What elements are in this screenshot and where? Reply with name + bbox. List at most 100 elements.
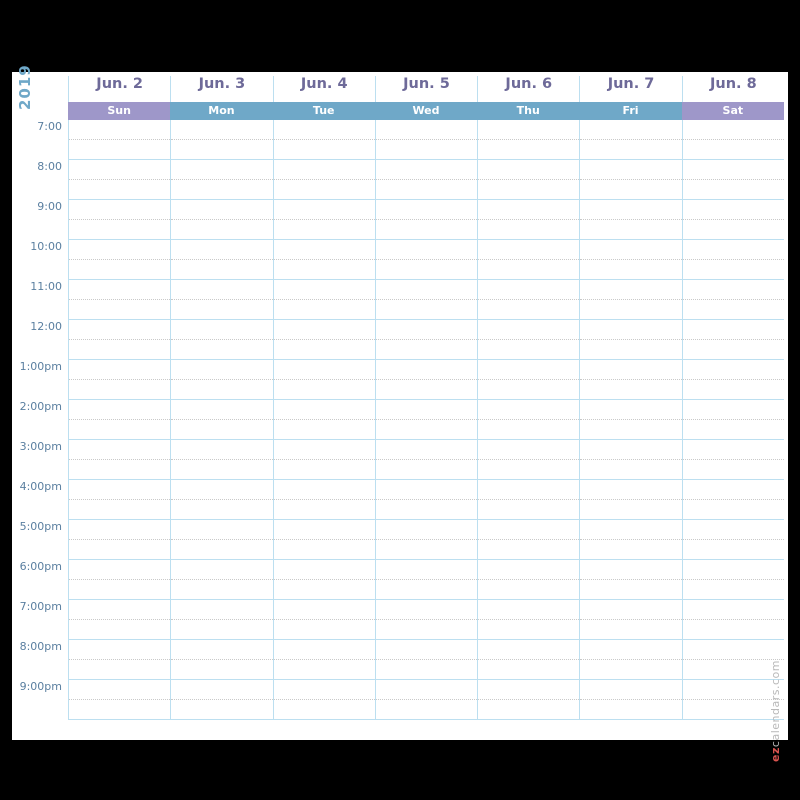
hour-cell[interactable] xyxy=(580,520,681,560)
hour-cell[interactable] xyxy=(478,120,579,160)
hour-cell[interactable] xyxy=(69,400,170,440)
hour-cell[interactable] xyxy=(274,400,375,440)
hour-cell[interactable] xyxy=(478,520,579,560)
hour-cell[interactable] xyxy=(478,640,579,680)
hour-cell[interactable] xyxy=(580,480,681,520)
hour-cell[interactable] xyxy=(683,200,784,240)
hour-cell[interactable] xyxy=(478,440,579,480)
hour-cell[interactable] xyxy=(171,680,272,720)
hour-cell[interactable] xyxy=(171,520,272,560)
hour-cell[interactable] xyxy=(376,360,477,400)
hour-cell[interactable] xyxy=(171,480,272,520)
hour-cell[interactable] xyxy=(376,240,477,280)
hour-cell[interactable] xyxy=(69,600,170,640)
hour-cell[interactable] xyxy=(580,680,681,720)
hour-cell[interactable] xyxy=(376,520,477,560)
hour-cell[interactable] xyxy=(683,400,784,440)
hour-cell[interactable] xyxy=(580,240,681,280)
hour-cell[interactable] xyxy=(274,120,375,160)
hour-cell[interactable] xyxy=(683,440,784,480)
hour-cell[interactable] xyxy=(274,280,375,320)
hour-cell[interactable] xyxy=(683,360,784,400)
hour-cell[interactable] xyxy=(478,400,579,440)
hour-cell[interactable] xyxy=(376,200,477,240)
hour-cell[interactable] xyxy=(274,240,375,280)
hour-cell[interactable] xyxy=(478,600,579,640)
hour-cell[interactable] xyxy=(683,160,784,200)
hour-cell[interactable] xyxy=(376,560,477,600)
hour-cell[interactable] xyxy=(683,280,784,320)
hour-cell[interactable] xyxy=(274,320,375,360)
hour-cell[interactable] xyxy=(171,160,272,200)
hour-cell[interactable] xyxy=(478,680,579,720)
hour-cell[interactable] xyxy=(683,600,784,640)
hour-cell[interactable] xyxy=(171,200,272,240)
hour-cell[interactable] xyxy=(376,120,477,160)
hour-cell[interactable] xyxy=(580,360,681,400)
hour-cell[interactable] xyxy=(478,200,579,240)
hour-cell[interactable] xyxy=(478,280,579,320)
hour-cell[interactable] xyxy=(274,160,375,200)
hour-cell[interactable] xyxy=(376,480,477,520)
hour-cell[interactable] xyxy=(376,400,477,440)
hour-cell[interactable] xyxy=(683,560,784,600)
hour-cell[interactable] xyxy=(376,680,477,720)
hour-cell[interactable] xyxy=(580,400,681,440)
hour-cell[interactable] xyxy=(274,680,375,720)
hour-cell[interactable] xyxy=(683,520,784,560)
hour-cell[interactable] xyxy=(376,320,477,360)
hour-cell[interactable] xyxy=(69,280,170,320)
hour-cell[interactable] xyxy=(478,160,579,200)
hour-cell[interactable] xyxy=(376,280,477,320)
hour-cell[interactable] xyxy=(478,560,579,600)
hour-cell[interactable] xyxy=(69,200,170,240)
hour-cell[interactable] xyxy=(274,480,375,520)
hour-cell[interactable] xyxy=(580,160,681,200)
hour-cell[interactable] xyxy=(274,360,375,400)
hour-cell[interactable] xyxy=(478,360,579,400)
hour-cell[interactable] xyxy=(69,680,170,720)
hour-cell[interactable] xyxy=(683,320,784,360)
hour-cell[interactable] xyxy=(171,440,272,480)
hour-cell[interactable] xyxy=(274,200,375,240)
hour-cell[interactable] xyxy=(580,120,681,160)
hour-cell[interactable] xyxy=(683,240,784,280)
hour-cell[interactable] xyxy=(69,360,170,400)
hour-cell[interactable] xyxy=(580,440,681,480)
hour-cell[interactable] xyxy=(171,280,272,320)
hour-cell[interactable] xyxy=(274,640,375,680)
hour-cell[interactable] xyxy=(69,320,170,360)
hour-cell[interactable] xyxy=(69,240,170,280)
hour-cell[interactable] xyxy=(171,240,272,280)
hour-cell[interactable] xyxy=(580,600,681,640)
hour-cell[interactable] xyxy=(69,160,170,200)
hour-cell[interactable] xyxy=(171,600,272,640)
hour-cell[interactable] xyxy=(171,320,272,360)
hour-cell[interactable] xyxy=(274,440,375,480)
hour-cell[interactable] xyxy=(580,560,681,600)
hour-cell[interactable] xyxy=(478,320,579,360)
hour-cell[interactable] xyxy=(580,280,681,320)
hour-cell[interactable] xyxy=(171,640,272,680)
hour-cell[interactable] xyxy=(478,480,579,520)
hour-cell[interactable] xyxy=(376,640,477,680)
hour-cell[interactable] xyxy=(69,520,170,560)
hour-cell[interactable] xyxy=(69,560,170,600)
hour-cell[interactable] xyxy=(69,640,170,680)
hour-cell[interactable] xyxy=(171,120,272,160)
hour-cell[interactable] xyxy=(376,440,477,480)
hour-cell[interactable] xyxy=(69,120,170,160)
hour-cell[interactable] xyxy=(274,520,375,560)
hour-cell[interactable] xyxy=(171,560,272,600)
hour-cell[interactable] xyxy=(580,640,681,680)
hour-cell[interactable] xyxy=(171,360,272,400)
hour-cell[interactable] xyxy=(683,480,784,520)
hour-cell[interactable] xyxy=(376,160,477,200)
hour-cell[interactable] xyxy=(580,320,681,360)
hour-cell[interactable] xyxy=(171,400,272,440)
hour-cell[interactable] xyxy=(478,240,579,280)
hour-cell[interactable] xyxy=(274,600,375,640)
hour-cell[interactable] xyxy=(580,200,681,240)
hour-cell[interactable] xyxy=(69,440,170,480)
hour-cell[interactable] xyxy=(376,600,477,640)
